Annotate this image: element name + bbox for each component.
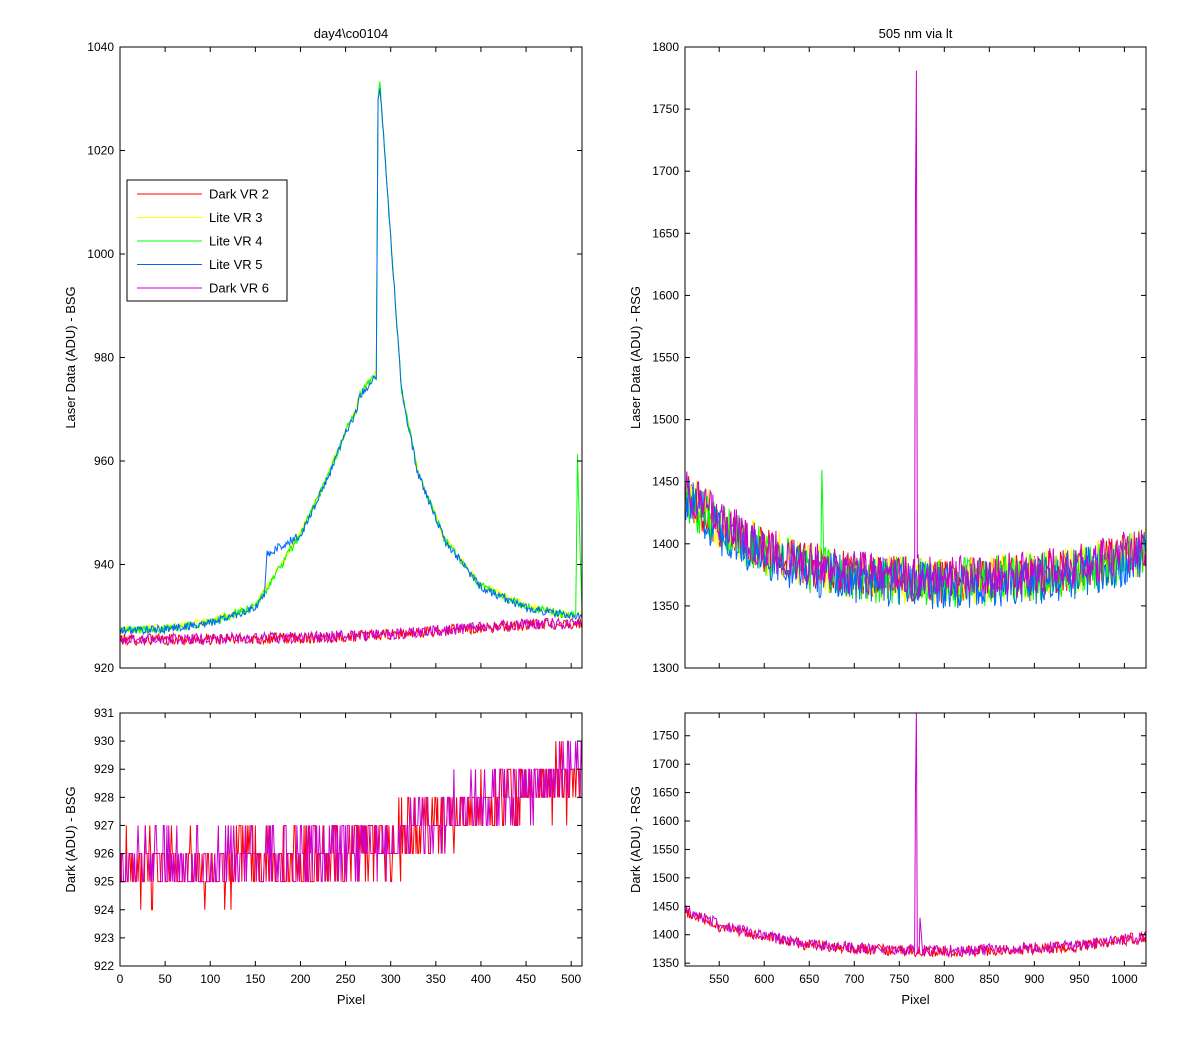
y-tick-label: 1300 — [652, 661, 679, 675]
x-tick-label: 450 — [516, 972, 536, 986]
y-tick-label: 1650 — [652, 786, 679, 800]
y-tick-label: 980 — [94, 351, 114, 365]
y-tick-label: 922 — [94, 959, 114, 973]
y-tick-label: 1450 — [652, 475, 679, 489]
legend: Dark VR 2 Lite VR 3 Lite VR 4 Lite VR 5 Dark… — [126, 179, 288, 302]
x-tick-label: 50 — [158, 972, 172, 986]
y-tick-label: 1350 — [652, 956, 679, 970]
plot-frame — [684, 712, 1147, 967]
y-tick-label: 1650 — [652, 226, 679, 240]
panel-top-left: 920 940 960 980 1000 1020 1040 day4\co0104 Laser… — [63, 26, 583, 675]
x-tick-label: 100 — [200, 972, 220, 986]
y-tick-label: 924 — [94, 903, 114, 917]
x-tick-label: 300 — [381, 972, 401, 986]
y-tick-label: 1750 — [652, 102, 679, 116]
x-tick-label: 400 — [471, 972, 491, 986]
x-tick-label: 350 — [426, 972, 446, 986]
x-tick-label: 900 — [1024, 972, 1044, 986]
legend-label: Lite VR 4 — [209, 234, 262, 249]
y-tick-label: 926 — [94, 847, 114, 861]
chart-title: 505 nm via lt — [879, 26, 953, 41]
y-tick-label: 1020 — [87, 144, 114, 158]
y-tick-label: 930 — [94, 734, 114, 748]
legend-label: Lite VR 3 — [209, 210, 262, 225]
series-line-lite-vr-5 — [120, 88, 582, 636]
x-axis-label: Pixel — [337, 992, 365, 1007]
y-tick-label: 1400 — [652, 537, 679, 551]
x-tick-label: 0 — [117, 972, 124, 986]
x-tick-label: 800 — [934, 972, 954, 986]
x-tick-label: 700 — [844, 972, 864, 986]
x-tick-label: 200 — [290, 972, 310, 986]
x-tick-label: 600 — [754, 972, 774, 986]
y-tick-label: 1700 — [652, 757, 679, 771]
y-axis-label: Laser Data (ADU) - BSG — [63, 286, 78, 428]
x-tick-label: 1000 — [1111, 972, 1138, 986]
y-tick-label: 927 — [94, 818, 114, 832]
y-tick-label: 1350 — [652, 599, 679, 613]
y-tick-label: 923 — [94, 931, 114, 945]
series-line-dark-vr-6 — [685, 70, 1146, 599]
y-tick-label: 940 — [94, 558, 114, 572]
x-tick-label: 950 — [1069, 972, 1089, 986]
panel-top-right: 1300 1350 1400 1450 1500 1550 1600 1650 1700 1750… — [628, 26, 1147, 675]
y-tick-label: 1000 — [87, 247, 114, 261]
y-tick-label: 1600 — [652, 814, 679, 828]
y-axis-label: Dark (ADU) - RSG — [628, 786, 643, 893]
series-line-dark-vr-6 — [685, 713, 1146, 958]
y-axis-label: Laser Data (ADU) - RSG — [628, 286, 643, 429]
x-tick-label: 750 — [889, 972, 909, 986]
plot-frame — [119, 712, 583, 967]
y-axis-label: Dark (ADU) - BSG — [63, 786, 78, 892]
y-tick-label: 1040 — [87, 40, 114, 54]
y-tick-label: 929 — [94, 762, 114, 776]
x-axis-label: Pixel — [901, 992, 929, 1007]
y-tick-label: 960 — [94, 454, 114, 468]
y-tick-label: 1600 — [652, 288, 679, 302]
legend-label: Dark VR 2 — [209, 187, 269, 202]
legend-label: Lite VR 5 — [209, 257, 262, 272]
y-tick-label: 920 — [94, 661, 114, 675]
x-tick-label: 250 — [336, 972, 356, 986]
y-tick-label: 928 — [94, 790, 114, 804]
x-tick-label: 650 — [799, 972, 819, 986]
y-tick-label: 1550 — [652, 842, 679, 856]
y-tick-label: 1500 — [652, 871, 679, 885]
y-tick-label: 931 — [94, 706, 114, 720]
x-tick-label: 500 — [561, 972, 581, 986]
legend-label: Dark VR 6 — [209, 281, 269, 296]
x-tick-label: 550 — [709, 972, 729, 986]
y-tick-label: 925 — [94, 875, 114, 889]
y-tick-label: 1700 — [652, 164, 679, 178]
series-line-dark-vr-6 — [120, 740, 582, 883]
y-tick-label: 1800 — [652, 40, 679, 54]
x-tick-label: 850 — [979, 972, 999, 986]
panel-bottom-left: 0 50 100 150 200 250 300 350 400 450 500 922 923 924 9… — [63, 706, 583, 1007]
y-tick-label: 1550 — [652, 351, 679, 365]
y-tick-label: 1400 — [652, 928, 679, 942]
y-tick-label: 1450 — [652, 899, 679, 913]
y-tick-label: 1500 — [652, 413, 679, 427]
y-tick-label: 1750 — [652, 729, 679, 743]
x-tick-label: 150 — [245, 972, 265, 986]
panel-bottom-right: 550 600 650 700 750 800 850 900 950 1000 1350 1400 1… — [628, 712, 1147, 1007]
series-line-dark-vr-6 — [120, 617, 582, 646]
chart-title: day4\co0104 — [314, 26, 388, 41]
